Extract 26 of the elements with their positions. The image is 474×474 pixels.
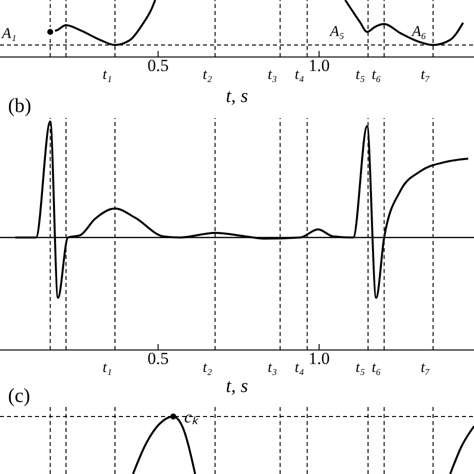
- annotation: cₖ: [184, 408, 199, 427]
- x-tick-label: 1.0: [308, 349, 330, 368]
- chart-title: (b): [8, 95, 32, 118]
- ref-line-label: t₄: [294, 360, 304, 376]
- ref-line-label: t₅: [356, 67, 366, 83]
- ref-line-label: t₂: [202, 67, 212, 83]
- ref-line-label: t₁: [102, 67, 112, 83]
- x-tick-label: 1.0: [308, 56, 330, 75]
- x-axis-title: t, s: [226, 86, 248, 107]
- ref-line-label: t₇: [420, 67, 430, 83]
- x-tick-label: 0.5: [147, 56, 169, 75]
- ref-line-label: t₆: [372, 360, 382, 376]
- x-tick-label: 0.5: [147, 349, 169, 368]
- x-axis-title: t, s: [226, 376, 248, 397]
- chart-title: (c): [8, 385, 30, 408]
- annotation: A₁: [2, 26, 16, 43]
- annotation: A₅: [330, 24, 344, 41]
- ref-line-label: t₃: [268, 360, 278, 376]
- ref-line-label: t₇: [420, 360, 430, 376]
- annotation: A₆: [412, 24, 426, 41]
- ref-line-label: t₃: [268, 67, 278, 83]
- ref-line-label: t₄: [294, 67, 304, 83]
- ref-line-label: t₅: [356, 360, 366, 376]
- ref-line-label: t₂: [202, 360, 212, 376]
- ref-line-label: t₆: [372, 67, 382, 83]
- ref-line-label: t₁: [102, 360, 112, 376]
